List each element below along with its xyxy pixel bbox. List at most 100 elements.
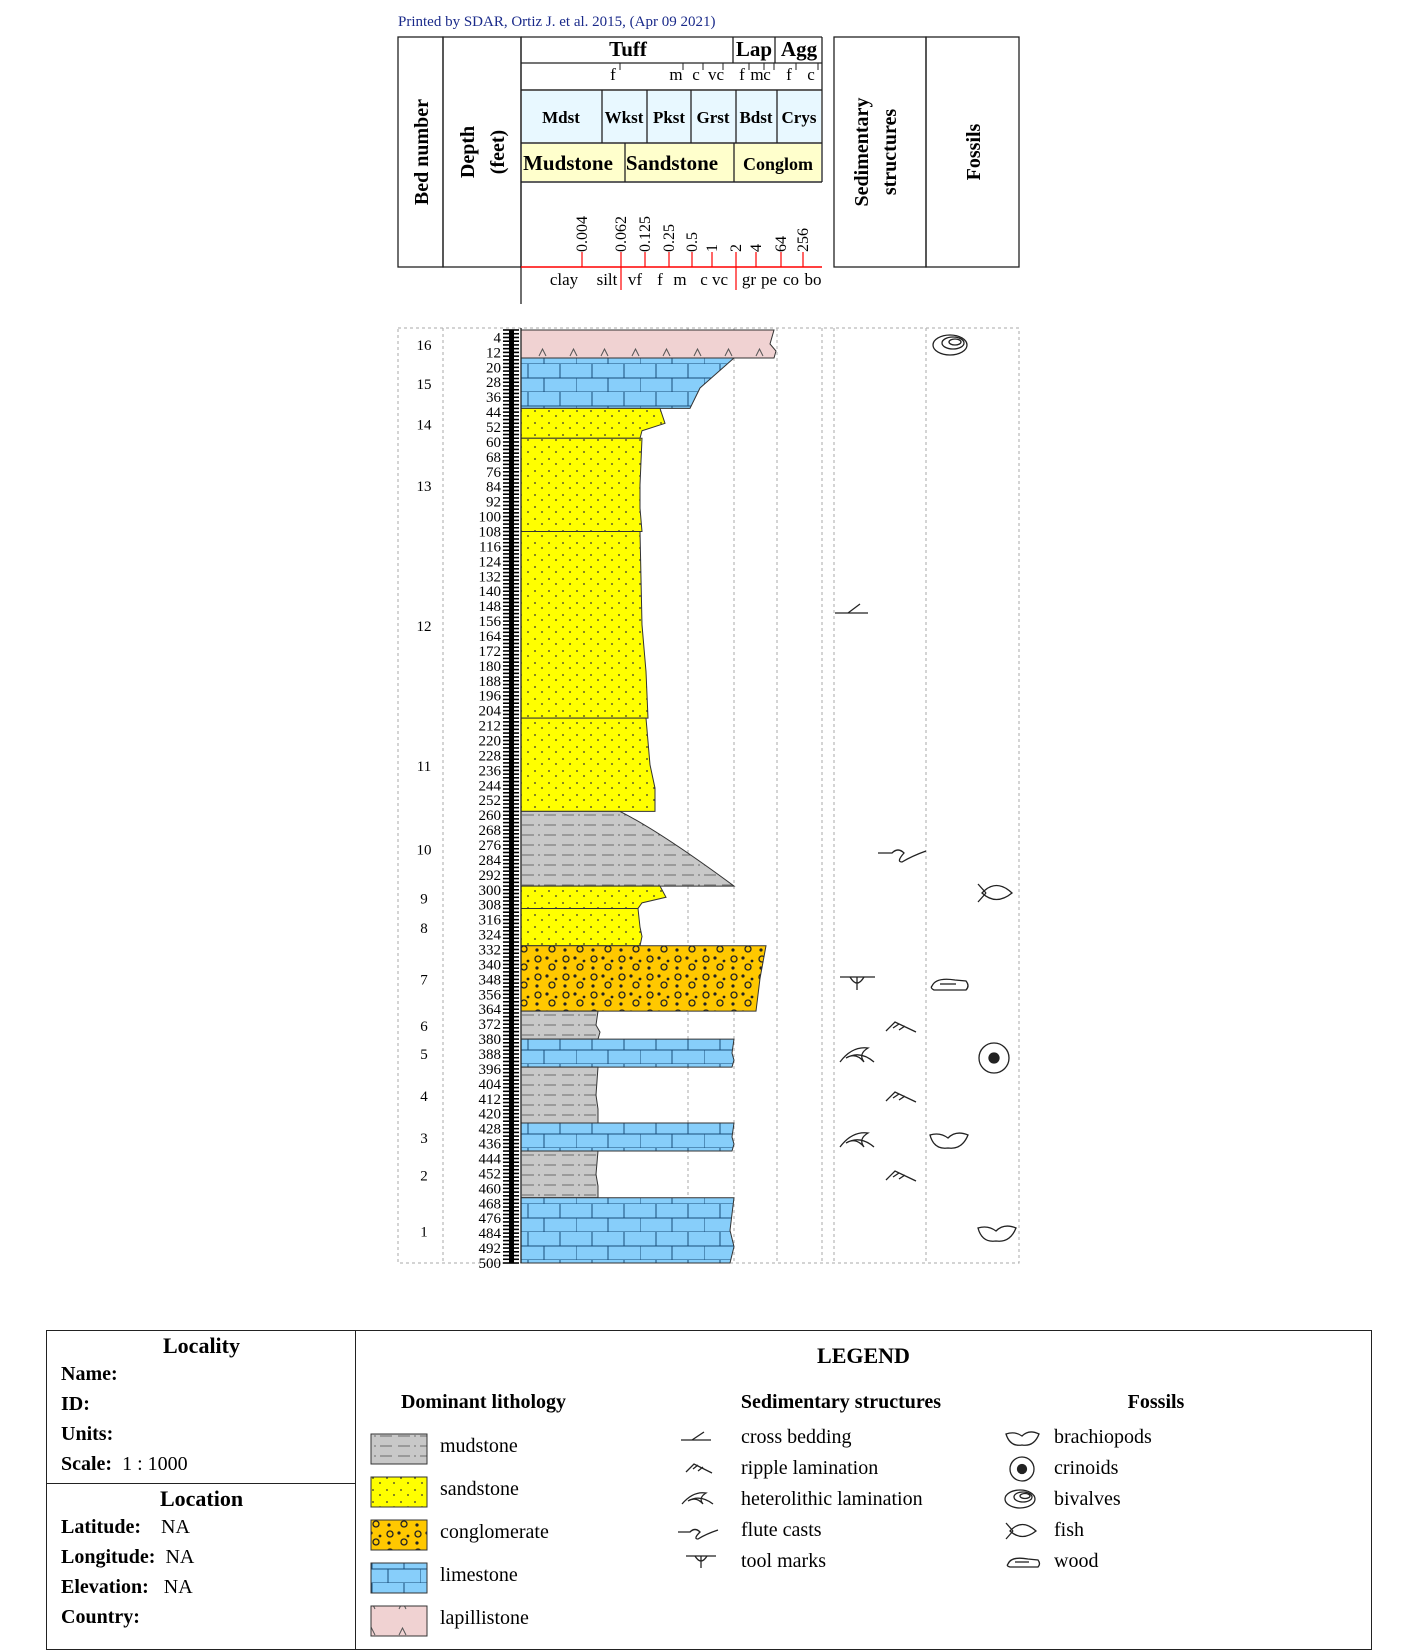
legend-crinoids: crinoids <box>1054 1457 1119 1479</box>
sedimentary-structures-header: Sedimentary structures <box>851 98 901 207</box>
crinoids-icon <box>1009 1456 1035 1482</box>
legend-fish: fish <box>1054 1519 1084 1541</box>
tuff-subdivisions: f m c vc f m c f c <box>610 63 819 84</box>
depth-tick-label: 20 <box>486 360 501 376</box>
legend-brachiopods: brachiopods <box>1054 1426 1152 1448</box>
carbonate-classes: Mdst Wkst Pkst Grst Bdst Crys <box>542 108 817 127</box>
lap-header: Lap <box>736 37 772 61</box>
ripple-lamination-icon <box>685 1463 713 1474</box>
location-title: Location <box>159 1486 244 1511</box>
cross-bedding-icon <box>835 603 868 614</box>
brachiopods-icon <box>977 1225 1017 1242</box>
depth-tick-label: 228 <box>479 748 502 764</box>
depth-tick-label: 148 <box>479 599 502 615</box>
bivalves-icon <box>932 334 968 356</box>
structures-legend-title: Sedimentary structures <box>740 1391 942 1413</box>
depth-tick-label: 4 <box>494 330 502 346</box>
bed-number-label: 14 <box>417 417 433 433</box>
limestone-swatch <box>370 1562 428 1594</box>
elevation-label: Elevation: <box>61 1576 149 1598</box>
grain-size-value: 256 <box>795 228 812 252</box>
depth-tick-label: 460 <box>479 1181 502 1197</box>
depth-tick-label: 332 <box>479 943 502 959</box>
tuff-subdivision-label: m <box>669 65 682 84</box>
grain-size-value: 64 <box>773 236 790 252</box>
clastic-class-label: Mudstone <box>523 151 613 175</box>
brachiopods-icon <box>929 1132 969 1149</box>
tuff-subdivision-label: f <box>739 65 745 84</box>
fossil-symbols <box>929 334 1017 1242</box>
mudstone-bed-4 <box>520 1066 599 1124</box>
legend-tool-marks: tool marks <box>741 1550 826 1572</box>
depth-tick-label: 212 <box>479 719 502 735</box>
legend-limestone: limestone <box>440 1564 518 1586</box>
carbonate-class-label: Grst <box>696 108 729 127</box>
grain-size-name: f <box>657 270 663 289</box>
sandstone-bed-14 <box>520 407 666 439</box>
depth-tick-label: 244 <box>479 778 502 794</box>
sandstone-bed-8 <box>520 907 643 947</box>
depth-scale: 4122028364452606876849210010811612413214… <box>479 329 519 1272</box>
depth-tick-label: 396 <box>479 1062 502 1078</box>
depth-tick-label: 492 <box>479 1241 502 1257</box>
carbonate-class-label: Bdst <box>739 108 772 127</box>
tuff-subdivision-label: f <box>786 65 792 84</box>
depth-tick-label: 284 <box>479 853 502 869</box>
bed-number-label: 8 <box>420 921 428 937</box>
mudstone-bed-2 <box>520 1150 599 1199</box>
grain-size-name: gr <box>742 270 757 289</box>
depth-tick-label: 164 <box>479 629 502 645</box>
depth-tick-label: 316 <box>479 913 502 929</box>
heterolithic-lamination-icon <box>839 1132 875 1148</box>
grain-size-value: 1 <box>704 244 721 252</box>
bed-number-label: 16 <box>417 338 433 354</box>
depth-tick-label: 308 <box>479 898 502 914</box>
bed-number-label: 11 <box>417 759 431 775</box>
lapillistone-swatch <box>370 1605 428 1637</box>
country-label: Country: <box>61 1606 140 1628</box>
carbonate-class-label: Pkst <box>653 108 685 127</box>
brachiopods-icon <box>1005 1431 1040 1446</box>
depth-tick-label: 132 <box>479 569 502 585</box>
bed-number-header: Bed number <box>411 99 433 205</box>
mudstone-bed-6 <box>520 1010 601 1040</box>
grain-size-value: 0.062 <box>613 216 630 252</box>
ripple-lamination-icon <box>885 1021 917 1033</box>
legend-title: LEGEND <box>817 1343 910 1368</box>
grain-size-name: clay <box>550 270 579 289</box>
depth-tick-label: 364 <box>479 1002 502 1018</box>
depth-tick-label: 380 <box>479 1032 502 1048</box>
grain-size-value: 0.004 <box>574 216 591 252</box>
depth-tick-label: 476 <box>479 1211 502 1227</box>
depth-tick-label: 76 <box>486 465 502 481</box>
limestone-bed-1 <box>520 1197 735 1264</box>
depth-tick-label: 468 <box>479 1196 502 1212</box>
grain-size-name: c <box>700 270 708 289</box>
bed-number-label: 2 <box>420 1168 428 1184</box>
elevation-value: NA <box>163 1576 193 1598</box>
legend-flute-casts: flute casts <box>741 1519 822 1541</box>
bivalves-icon <box>1004 1489 1036 1509</box>
depth-header: Depth <box>457 126 479 178</box>
grain-size-scale: 0.004 0.062 0.125 0.25 0.5 1 2 4 64 256 clay silt vf… <box>521 216 822 290</box>
limestone-bed-3 <box>520 1122 735 1152</box>
legend-conglomerate: conglomerate <box>440 1521 549 1543</box>
depth-tick-label: 204 <box>479 704 502 720</box>
depth-tick-label: 60 <box>486 435 501 451</box>
wood-icon <box>1006 1557 1041 1568</box>
legend-heterolithic-lamination: heterolithic lamination <box>741 1488 923 1510</box>
depth-tick-label: 108 <box>479 525 502 541</box>
tool-marks-icon <box>840 976 875 990</box>
depth-tick-label: 84 <box>486 480 502 496</box>
depth-tick-label: 28 <box>486 375 501 391</box>
legend-wood: wood <box>1054 1550 1099 1572</box>
depth-units-header: (feet) <box>487 130 509 174</box>
grain-size-name: m <box>673 270 686 289</box>
depth-tick-label: 428 <box>479 1122 502 1138</box>
depth-tick-label: 220 <box>479 734 502 750</box>
depth-tick-label: 268 <box>479 823 502 839</box>
depth-tick-label: 156 <box>479 614 502 630</box>
depth-tick-label: 436 <box>479 1137 502 1153</box>
log-header <box>397 36 1020 304</box>
depth-tick-label: 12 <box>486 345 501 361</box>
